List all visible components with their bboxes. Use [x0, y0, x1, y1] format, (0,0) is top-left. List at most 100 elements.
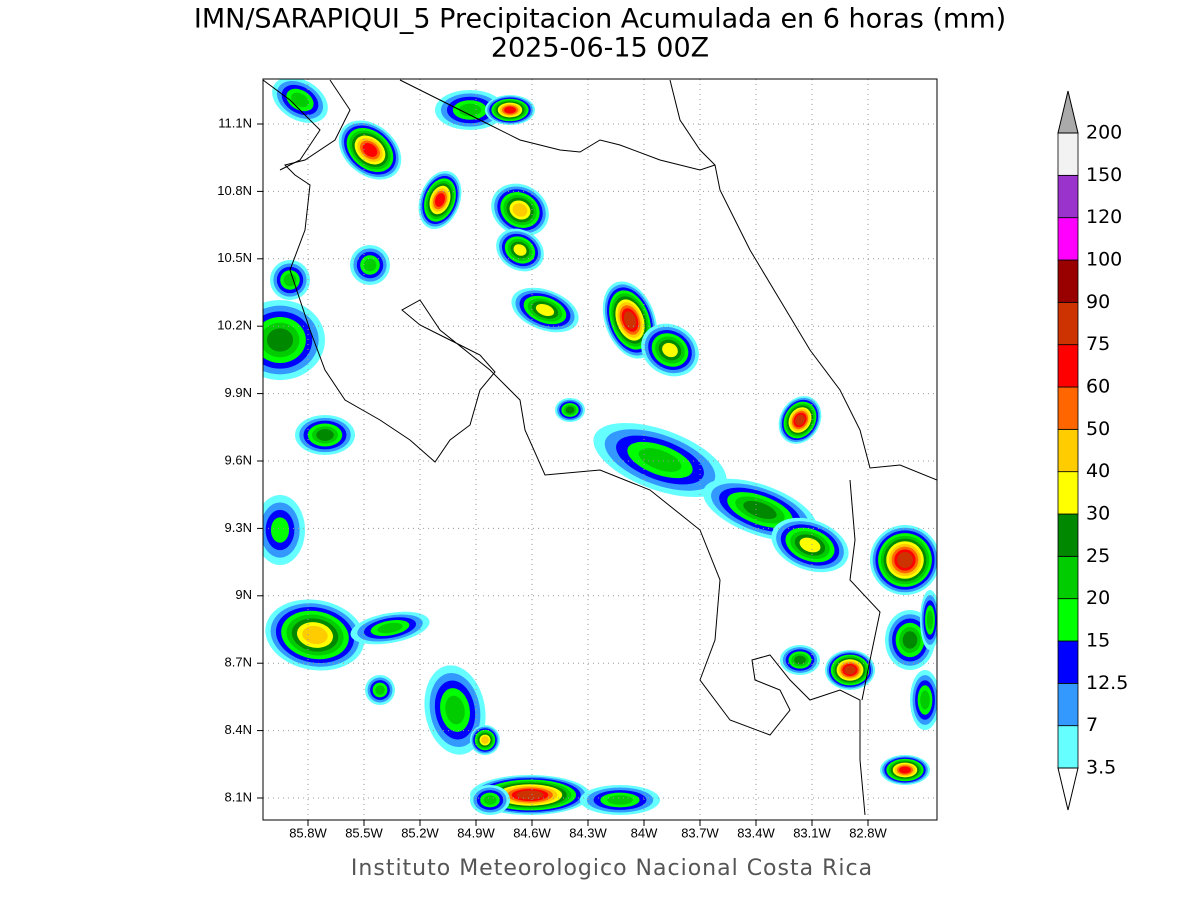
x-tick-label: 84W	[631, 825, 658, 840]
x-tick-label: 83.4W	[737, 825, 775, 840]
colorbar-segment	[1057, 259, 1079, 303]
rain-area	[899, 766, 911, 774]
rain-area	[504, 106, 516, 114]
colorbar-segment	[1057, 555, 1079, 600]
colorbar-segment	[1057, 386, 1079, 430]
rain-area	[445, 695, 465, 725]
rain-area	[638, 448, 682, 472]
colorbar-label: 60	[1086, 376, 1110, 398]
rain-area	[458, 103, 482, 117]
colorbar-label: 40	[1086, 460, 1110, 482]
y-tick-label: 10.2N	[217, 318, 252, 333]
y-tick-label: 10.8N	[217, 183, 252, 198]
colorbar-segment	[1057, 471, 1079, 515]
rain-area	[920, 690, 930, 710]
colorbar: 3.5 7 12.5 15 20 25 30 40 50 60 75 90 100 120 150 200	[1057, 90, 1128, 811]
map-title: IMN/SARAPIQUI_5 Precipitacion Acumulada …	[194, 4, 1006, 35]
colorbar-label: 150	[1086, 164, 1122, 186]
colorbar-segment	[1057, 682, 1079, 727]
rain-area	[902, 631, 918, 649]
y-tick-label: 10.5N	[217, 250, 252, 265]
y-tick-label: 9.9N	[225, 385, 252, 400]
rain-area	[926, 610, 934, 630]
colorbar-segment	[1057, 132, 1079, 176]
colorbar-label: 100	[1086, 249, 1122, 271]
y-tick-label: 9.3N	[225, 520, 252, 535]
colorbar-label: 20	[1086, 587, 1110, 609]
rain-area	[434, 193, 446, 207]
colorbar-label: 15	[1086, 630, 1110, 652]
colorbar-segment	[1057, 301, 1079, 346]
y-tick-label: 9.6N	[225, 452, 252, 467]
colorbar-label: 30	[1086, 503, 1110, 525]
rain-area	[795, 414, 805, 426]
rain-area	[844, 665, 856, 675]
rain-area	[481, 736, 489, 744]
colorbar-label: 75	[1086, 333, 1110, 355]
x-tick-label: 85.5W	[345, 825, 383, 840]
grid: 85.8W 85.5W 85.2W 84.9W 84.6W 84.3W 84W 83.7W 83…	[217, 79, 937, 840]
y-tick-label: 8.1N	[225, 789, 252, 804]
rain-area	[302, 625, 328, 645]
colorbar-over	[1057, 90, 1079, 134]
rain-area	[363, 258, 377, 272]
rain-area	[794, 655, 806, 665]
colorbar-label: 7	[1086, 714, 1098, 736]
colorbar-label: 3.5	[1086, 757, 1116, 779]
x-tick-label: 84.3W	[569, 825, 607, 840]
rain-area	[565, 406, 575, 414]
rain-area	[270, 517, 290, 543]
x-tick-label: 83.7W	[681, 825, 719, 840]
colorbar-segment	[1057, 428, 1079, 473]
rain-area	[266, 328, 294, 352]
rain-area	[799, 537, 821, 553]
coastlines	[263, 79, 937, 816]
colorbar-segment	[1057, 513, 1079, 557]
rain-area	[607, 795, 633, 805]
colorbar-label: 200	[1086, 122, 1122, 144]
precipitation-field	[263, 79, 937, 815]
x-tick-label: 85.2W	[401, 825, 439, 840]
rain-area	[897, 552, 913, 568]
x-tick-label: 84.9W	[457, 825, 495, 840]
rain-area	[283, 273, 297, 287]
colorbar-segment	[1057, 174, 1079, 219]
rain-area	[662, 342, 678, 358]
caribbean-coast	[669, 79, 937, 481]
x-tick-label: 85.8W	[289, 825, 327, 840]
x-tick-label: 83.1W	[793, 825, 831, 840]
x-tick-label: 82.8W	[849, 825, 887, 840]
rain-area	[316, 429, 334, 441]
map-frame	[262, 78, 938, 821]
y-tick-label: 11.1N	[218, 115, 252, 130]
northern-border	[399, 79, 716, 171]
rain-area	[375, 685, 385, 695]
y-tick-label: 8.4N	[225, 722, 252, 737]
rain-area	[516, 790, 544, 800]
y-tick-label: 8.7N	[225, 655, 252, 670]
colorbar-label: 90	[1086, 291, 1110, 313]
rain-area	[512, 203, 528, 217]
colorbar-label: 25	[1086, 545, 1110, 567]
colorbar-label: 12.5	[1086, 672, 1128, 694]
rain-area	[291, 92, 309, 108]
colorbar-segment	[1057, 344, 1079, 388]
colorbar-under	[1057, 767, 1079, 811]
pacific-coast	[284, 79, 866, 816]
colorbar-label: 50	[1086, 418, 1110, 440]
rain-area	[743, 500, 777, 520]
y-tick-label: 9N	[235, 587, 252, 602]
rain-area	[535, 303, 555, 317]
rain-area	[362, 143, 378, 157]
rain-area	[377, 622, 403, 634]
colorbar-segment	[1057, 217, 1079, 261]
rain-area	[483, 795, 497, 805]
colorbar-segment	[1057, 725, 1079, 769]
southern-border	[849, 479, 881, 701]
map-subtitle: 2025-06-15 00Z	[491, 33, 709, 64]
colorbar-segment	[1057, 598, 1079, 642]
rain-area	[513, 244, 527, 256]
footer: Instituto Meteorologico Nacional Costa R…	[351, 856, 873, 881]
lake-shore	[263, 79, 321, 171]
